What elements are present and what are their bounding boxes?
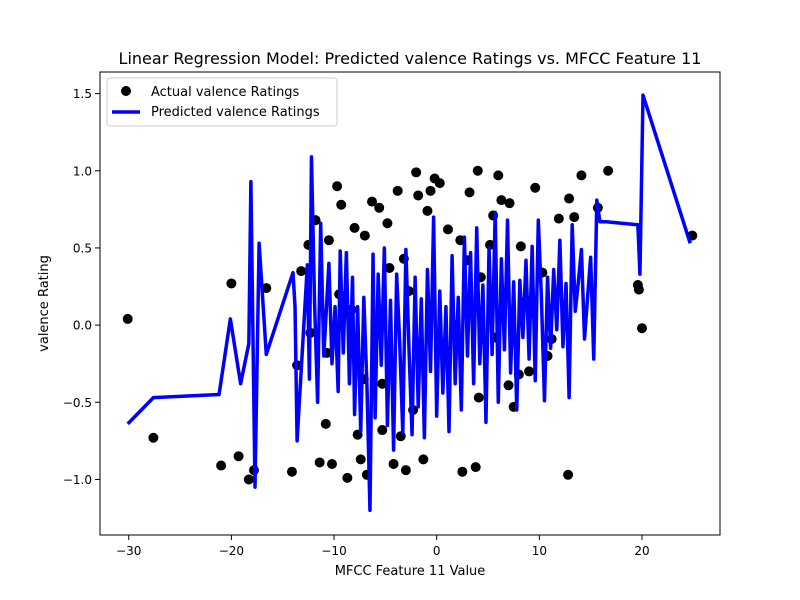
actual-point (374, 202, 385, 213)
actual-point (367, 196, 378, 207)
actual-point (216, 460, 227, 471)
actual-point (457, 466, 468, 477)
x-tick-label: 10 (532, 544, 547, 558)
predicted-line (126, 93, 692, 513)
actual-point (243, 474, 254, 485)
legend-label-actual: Actual valence Ratings (151, 85, 300, 100)
actual-point (392, 185, 403, 196)
actual-point (564, 193, 575, 204)
actual-point (286, 466, 297, 477)
actual-point (563, 469, 574, 480)
actual-point (323, 235, 334, 246)
actual-point (296, 266, 307, 277)
actual-point (377, 425, 388, 436)
y-axis: −1.0 −0.5 0.0 0.5 1.0 1.5 (63, 87, 100, 487)
actual-point (122, 313, 133, 324)
actual-point (442, 224, 453, 235)
actual-point (349, 222, 360, 233)
legend-box (106, 77, 338, 127)
y-tick-label: −0.5 (63, 396, 92, 410)
line-layer (126, 93, 692, 513)
actual-point (472, 165, 483, 176)
actual-point (524, 366, 535, 377)
y-tick-label: 1.0 (73, 164, 92, 178)
actual-point (411, 167, 422, 178)
actual-point (464, 187, 475, 198)
actual-point (418, 454, 429, 465)
actual-point (342, 472, 353, 483)
actual-point (355, 454, 366, 465)
actual-point (314, 457, 325, 468)
y-tick-label: −1.0 (63, 473, 92, 487)
actual-point (633, 284, 644, 295)
x-tick-label: −10 (321, 544, 346, 558)
legend-label-predicted: Predicted valence Ratings (151, 105, 320, 120)
actual-point (377, 378, 388, 389)
legend-marker-actual (121, 86, 131, 96)
legend: Actual valence Ratings Predicted valence… (106, 77, 338, 127)
actual-point (553, 213, 564, 224)
actual-point (576, 170, 587, 181)
actual-point (332, 181, 343, 192)
actual-point (470, 462, 481, 473)
actual-point (515, 241, 526, 252)
actual-point (425, 185, 436, 196)
y-tick-label: 1.5 (73, 87, 92, 101)
actual-point (473, 392, 484, 403)
actual-point (636, 323, 647, 334)
y-tick-label: 0.5 (73, 241, 92, 255)
actual-point (504, 198, 515, 209)
actual-point (226, 278, 237, 289)
y-axis-label: valence Rating (37, 255, 52, 352)
chart-title: Linear Regression Model: Predicted valen… (119, 49, 702, 68)
actual-point (148, 432, 159, 443)
actual-point (413, 190, 424, 201)
x-tick-label: 0 (433, 544, 441, 558)
x-tick-label: 20 (634, 544, 649, 558)
actual-point (320, 418, 331, 429)
actual-point (400, 465, 411, 476)
y-tick-label: 0.0 (73, 319, 92, 333)
actual-point (422, 205, 433, 216)
actual-point (382, 218, 393, 229)
actual-point (503, 380, 514, 391)
actual-point (496, 195, 507, 206)
actual-point (326, 459, 337, 470)
actual-point (569, 212, 580, 223)
x-tick-label: −20 (219, 544, 244, 558)
x-axis: −30 −20 −10 0 10 20 (116, 535, 650, 558)
actual-point (359, 230, 370, 241)
plot-background (100, 72, 720, 535)
x-tick-label: −30 (116, 544, 141, 558)
actual-point (493, 170, 504, 181)
actual-point (530, 182, 541, 193)
actual-point (603, 165, 614, 176)
actual-point (388, 459, 399, 470)
actual-point (434, 178, 445, 189)
x-axis-label: MFCC Feature 11 Value (335, 564, 486, 579)
plot-area (99, 71, 721, 536)
actual-point (233, 451, 244, 462)
actual-point (384, 263, 395, 273)
plot-frame (99, 71, 721, 536)
actual-point (336, 199, 347, 210)
